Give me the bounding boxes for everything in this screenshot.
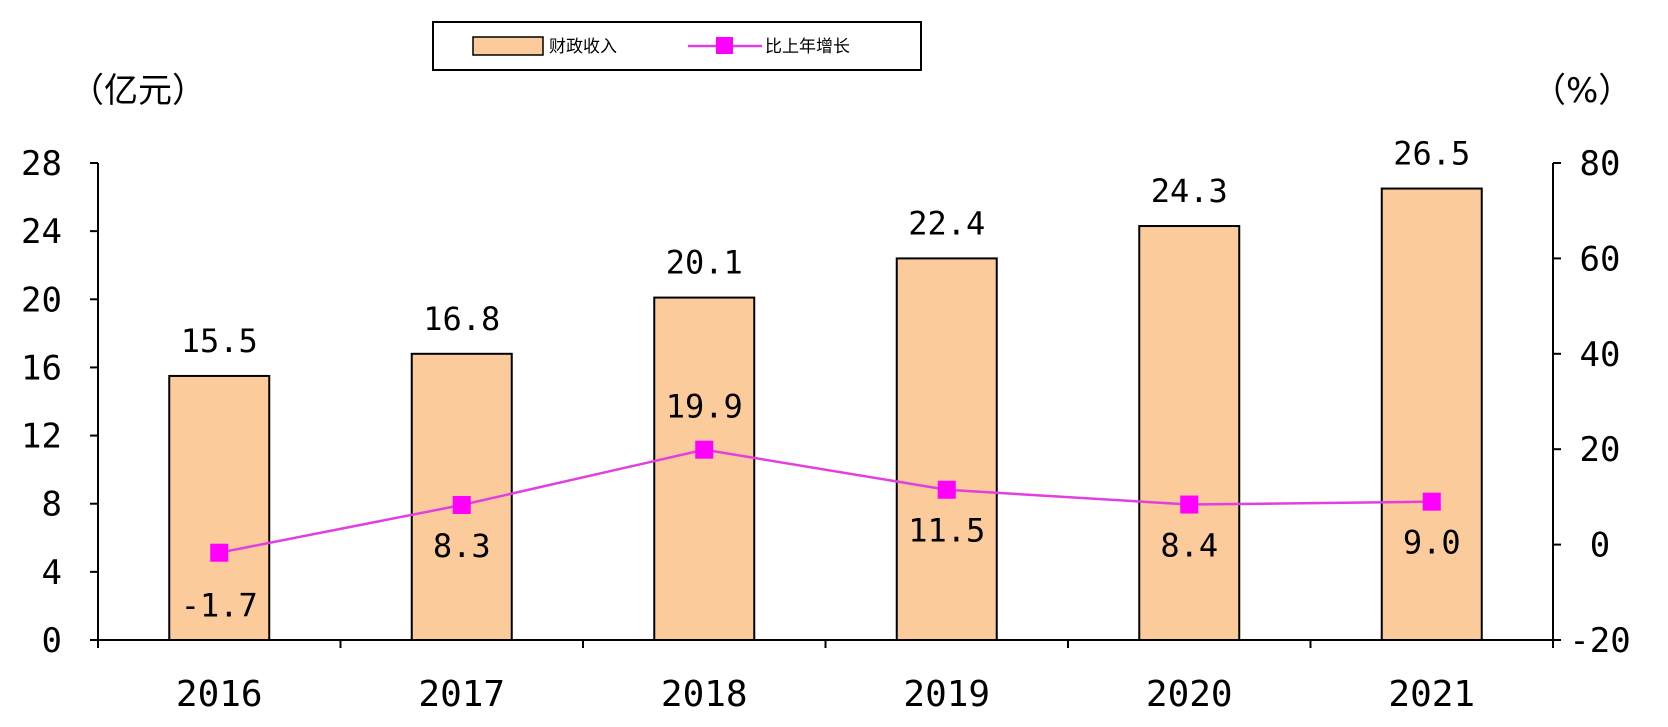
y-left-tick-label-0: 0 <box>42 621 62 661</box>
y-right-tick-label-0: 0 <box>1590 526 1610 566</box>
y-left-axis: 0 4 8 12 16 20 24 28 <box>21 144 98 661</box>
y-right-tick-label-80: 80 <box>1580 144 1621 184</box>
y-right-tick-label-60: 60 <box>1580 239 1621 279</box>
bar-label-2018: 20.1 <box>666 244 743 282</box>
x-tick-label-2021: 2021 <box>1388 674 1475 715</box>
x-tick-label-2020: 2020 <box>1146 674 1233 715</box>
bar-2018 <box>653 296 756 641</box>
x-tick-label-2016: 2016 <box>176 674 263 715</box>
y-right-tick-label--20: -20 <box>1569 621 1630 661</box>
growth-marker-2017 <box>452 496 471 515</box>
y-right-unit-label: （%） <box>1532 71 1632 111</box>
y-left-tick-label-16: 16 <box>21 348 62 388</box>
line-value-labels: -1.7 8.3 19.9 11.5 8.4 9.0 <box>181 388 1461 625</box>
bar-2019 <box>895 257 998 641</box>
legend-line-label: 比上年增长 <box>765 37 850 57</box>
bar-2020 <box>1138 225 1241 642</box>
legend: 财政收入 比上年增长 <box>432 21 922 71</box>
line-series <box>210 440 1441 562</box>
bar-label-2020: 24.3 <box>1151 172 1228 210</box>
growth-label-2019: 11.5 <box>908 512 985 550</box>
y-left-tick-label-24: 24 <box>21 212 62 252</box>
legend-bar-label: 财政收入 <box>549 37 617 57</box>
growth-marker-2019 <box>937 480 956 499</box>
growth-label-2020: 8.4 <box>1160 527 1218 565</box>
growth-label-2016: -1.7 <box>181 587 258 625</box>
y-left-tick-label-4: 4 <box>42 553 62 593</box>
y-right-tick-label-40: 40 <box>1580 335 1621 375</box>
bar-2016 <box>168 374 271 641</box>
bar-label-2021: 26.5 <box>1393 135 1470 173</box>
legend-bar-swatch <box>472 36 544 56</box>
growth-label-2018: 19.9 <box>666 388 743 426</box>
bar-label-2017: 16.8 <box>423 300 500 338</box>
growth-line <box>219 448 1432 554</box>
legend-line-marker <box>716 37 733 54</box>
x-axis: 2016 2017 2018 2019 2020 2021 <box>97 640 1554 715</box>
growth-marker-2021 <box>1422 492 1441 511</box>
x-tick-label-2019: 2019 <box>903 674 990 715</box>
growth-label-2017: 8.3 <box>433 527 491 565</box>
growth-marker-2016 <box>210 543 229 562</box>
bar-series <box>168 187 1483 642</box>
y-left-tick-label-20: 20 <box>21 280 62 320</box>
bar-value-labels: 15.5 16.8 20.1 22.4 24.3 26.5 <box>181 135 1471 360</box>
y-left-unit-label: （亿元） <box>70 71 206 111</box>
growth-marker-2018 <box>695 440 714 459</box>
x-tick-label-2018: 2018 <box>661 674 748 715</box>
y-left-tick-label-12: 12 <box>21 417 62 457</box>
y-left-tick-label-28: 28 <box>21 144 62 184</box>
bar-2021 <box>1380 187 1483 642</box>
bar-label-2019: 22.4 <box>908 204 985 242</box>
y-right-axis: -20 0 20 40 60 80 <box>1553 144 1631 661</box>
y-right-tick-label-20: 20 <box>1580 430 1621 470</box>
x-tick-label-2017: 2017 <box>418 674 505 715</box>
bar-label-2016: 15.5 <box>181 322 258 360</box>
growth-marker-2020 <box>1180 495 1199 514</box>
y-left-tick-label-8: 8 <box>42 485 62 525</box>
growth-label-2021: 9.0 <box>1403 524 1461 562</box>
